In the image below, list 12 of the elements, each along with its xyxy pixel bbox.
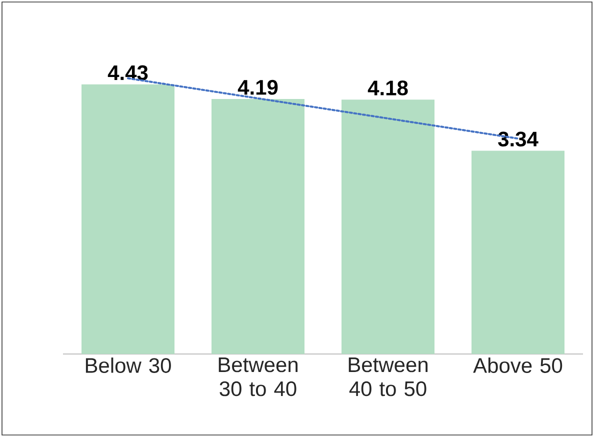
x-tick-label: Above 50 — [473, 358, 562, 373]
x-tick-label: Between 40 to 50 — [348, 358, 428, 396]
data-label: 4.18 — [368, 80, 408, 96]
bar — [212, 98, 304, 354]
x-tick-label: Between 30 to 40 — [218, 358, 298, 396]
bar — [82, 84, 175, 354]
data-label: 3.34 — [498, 132, 538, 147]
bar — [472, 150, 564, 354]
data-label: 4.19 — [238, 80, 278, 95]
bar — [342, 100, 434, 354]
x-tick-label: Below 30 — [86, 358, 171, 373]
data-label: 4.43 — [108, 65, 148, 80]
